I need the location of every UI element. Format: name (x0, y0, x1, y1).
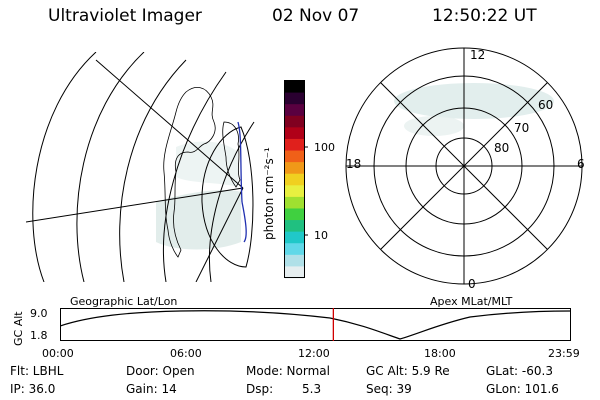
timeline-ytick-high: 9.0 (30, 307, 48, 320)
colorbar-swatch (285, 231, 304, 244)
flt-info: Flt: LBHL (10, 364, 64, 378)
color-scale-bar (284, 80, 308, 279)
latitude-arc (32, 52, 97, 282)
lat-label-70: 70 (514, 121, 530, 135)
mlt-label-18: 18 (346, 157, 362, 171)
colorbar-swatch (285, 162, 304, 175)
longitude-line (26, 187, 244, 223)
timeline-right-caption: Apex MLat/MLT (430, 295, 513, 308)
timeline-plot (60, 308, 571, 341)
colorbar-swatch (285, 266, 304, 279)
mlt-label-0: 0 (468, 277, 476, 291)
colorbar-unit-label: photon cm⁻²s⁻¹ (262, 147, 276, 240)
colorbar-tick-100: 100 (314, 141, 335, 154)
polar-plot (345, 47, 583, 285)
door-info: Door: Open (126, 364, 195, 378)
colorbar-swatch (285, 150, 304, 163)
gain-info: Gain: 14 (126, 382, 177, 396)
colorbar-swatch (285, 92, 304, 105)
mlt-label-12: 12 (470, 48, 486, 62)
latitude-arc (208, 121, 255, 282)
timeline-xtick-1800: 18:00 (424, 347, 456, 360)
colorbar-swatch (285, 208, 304, 221)
coastline (163, 87, 216, 258)
timeline-ytick-low: 1.8 (30, 329, 48, 342)
colorbar-swatch (285, 220, 304, 233)
colorbar-swatch (285, 254, 304, 267)
geographic-map (26, 52, 255, 282)
mode-info: Mode: Normal (246, 364, 330, 378)
coastline (222, 121, 241, 188)
gc-alt-info: GC Alt: 5.9 Re (366, 364, 450, 378)
ip-info: IP: 36.0 (10, 382, 56, 396)
time-label: 12:50:22 UT (432, 6, 537, 26)
colorbar-swatch (285, 243, 304, 256)
lat-label-80: 80 (494, 141, 510, 155)
colorbar-swatch (285, 138, 304, 152)
timeline-xtick-2359: 23:59 (548, 347, 580, 360)
mlt-label-6: 6 (577, 157, 585, 171)
glat-info: GLat: -60.3 (486, 364, 553, 378)
latitude-arc (119, 59, 187, 282)
timeline-xtick-0600: 06:00 (170, 347, 202, 360)
colorbar-swatch (285, 196, 304, 209)
timeline-xtick-1200: 12:00 (298, 347, 330, 360)
timeline-ylabel: GC Alt (12, 311, 25, 346)
terminator-ellipse (201, 126, 254, 268)
colorbar-swatch (285, 115, 304, 128)
latitude-arc (76, 52, 145, 282)
longitude-line (195, 187, 244, 282)
colorbar-swatch (285, 81, 304, 94)
latitude-arc (163, 71, 227, 282)
timeline-xtick-0000: 00:00 (42, 347, 74, 360)
longitude-line (95, 59, 244, 189)
colorbar-swatch (285, 173, 304, 186)
dsp-label: Dsp: (246, 382, 274, 396)
colorbar-tick-10: 10 (314, 229, 328, 242)
colorbar-swatch (285, 185, 304, 198)
seq-info: Seq: 39 (366, 382, 412, 396)
colorbar-swatch (285, 104, 304, 117)
altitude-curve (60, 310, 571, 340)
glon-info: GLon: 101.6 (486, 382, 559, 396)
lat-label-60: 60 (538, 98, 554, 112)
date-label: 02 Nov 07 (272, 6, 360, 26)
dsp-value: 5.3 (302, 382, 322, 396)
timeline-left-caption: Geographic Lat/Lon (70, 295, 178, 308)
colorbar-swatch (285, 127, 304, 140)
instrument-title: Ultraviolet Imager (48, 6, 202, 26)
